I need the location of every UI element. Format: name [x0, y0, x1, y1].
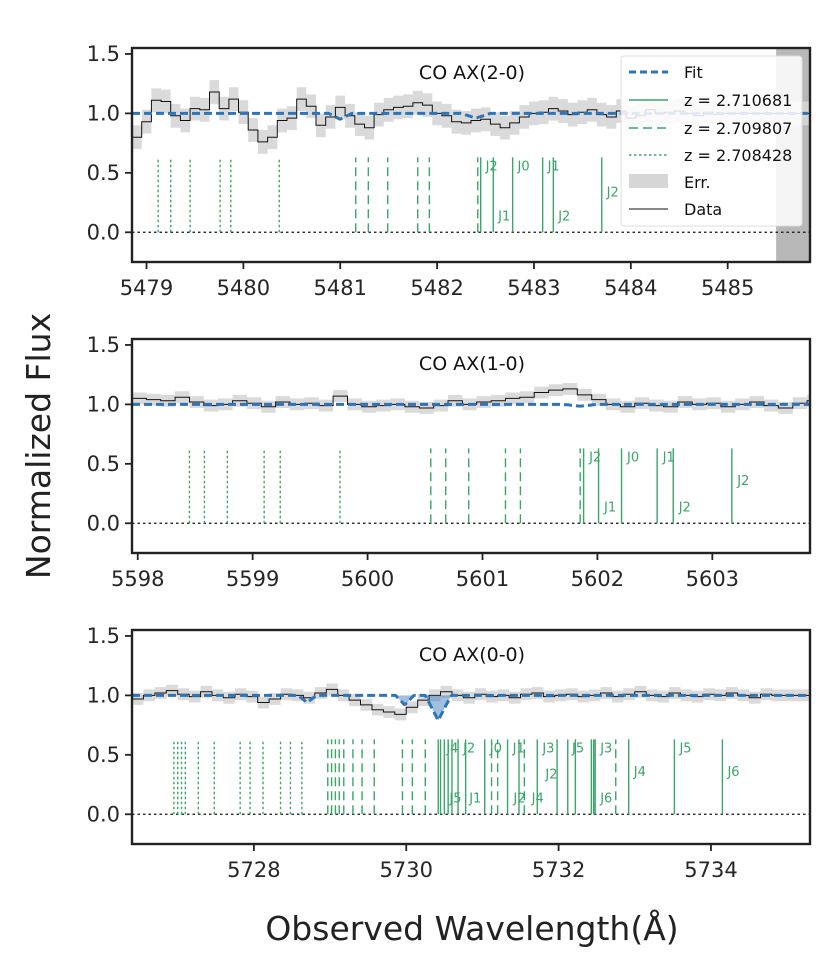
legend-err-swatch: [629, 174, 668, 188]
y-tick-label: 0.0: [87, 511, 120, 535]
transition-label: J0: [626, 450, 639, 465]
y-axis-label: Normalized Flux: [19, 313, 58, 579]
legend-z3-label: z = 2.708428: [684, 146, 792, 165]
panel-frame: [130, 628, 812, 846]
panel-co-ax-2-0: J2 J1 J0 J1 J2 J2 0.0 0.5 1.0 1.5 5479 5480 5481 548…: [87, 42, 812, 300]
x-tick-label: 5482: [410, 276, 463, 300]
x-tick-label: 5480: [217, 276, 270, 300]
transition-label: J6: [726, 765, 739, 780]
y-tick-label: 1.0: [87, 101, 120, 125]
transition-label: J1: [603, 500, 616, 515]
fit-absorption-fill: [398, 695, 471, 721]
y-tick-label: 0.0: [87, 220, 120, 244]
y-tick-label: 1.5: [87, 42, 120, 66]
error-band: [132, 383, 810, 414]
x-tick-label: 5602: [571, 567, 624, 591]
x-tick-label: 5603: [686, 567, 739, 591]
y-tick-label: 0.5: [87, 452, 120, 476]
x-tick-label: 5734: [684, 858, 737, 882]
transition-label: J6: [599, 791, 612, 806]
transition-label: J5: [448, 791, 461, 806]
x-tick-label: 5600: [341, 567, 394, 591]
data-series: [132, 388, 810, 409]
axis-ticks: 0.0 0.5 1.0 1.5 5728 5730 5732 5734: [87, 624, 738, 882]
transition-label: J4: [445, 741, 458, 756]
transition-label: J2: [557, 209, 570, 224]
panel-frame: [130, 46, 812, 264]
transition-label: J2: [736, 474, 749, 489]
y-tick-label: 1.5: [87, 624, 120, 648]
x-tick-label: 5483: [507, 276, 560, 300]
panel-title: CO AX(2-0): [419, 62, 525, 84]
panel-title: CO AX(1-0): [419, 353, 525, 375]
y-tick-label: 1.5: [87, 333, 120, 357]
x-tick-label: 5485: [701, 276, 754, 300]
transition-label: J2: [462, 741, 475, 756]
x-axis-label: Observed Wavelength(Å): [265, 908, 678, 948]
axis-ticks: 0.0 0.5 1.0 1.5 5598 5599 5600 5601 5602 5603: [87, 333, 739, 591]
transition-label: J2: [512, 791, 525, 806]
legend-z1-label: z = 2.710681: [684, 91, 792, 110]
fit-curve: [132, 402, 810, 408]
y-tick-label: 1.0: [87, 392, 120, 416]
panel-title: CO AX(0-0): [419, 644, 525, 666]
x-tick-label: 5601: [456, 567, 509, 591]
transition-label: J4: [633, 765, 646, 780]
x-tick-label: 5481: [314, 276, 367, 300]
transition-label: J2: [544, 768, 557, 783]
transition-label: J0: [517, 159, 530, 174]
panel-frame: [130, 337, 812, 555]
x-tick-label: 5484: [604, 276, 657, 300]
transition-label: J0: [489, 741, 502, 756]
y-tick-label: 0.5: [87, 743, 120, 767]
legend-z2-label: z = 2.709807: [684, 119, 792, 138]
x-tick-label: 5598: [111, 567, 164, 591]
y-tick-label: 1.0: [87, 683, 120, 707]
transition-label: J5: [678, 741, 691, 756]
transition-label: J5: [571, 741, 584, 756]
transition-label: J3: [541, 741, 554, 756]
axis-ticks: 0.0 0.5 1.0 1.5 5479 5480 5481 5482 5483 5484 5485: [87, 42, 755, 300]
y-tick-label: 0.5: [87, 161, 120, 185]
transition-label: J2: [678, 500, 691, 515]
transition-label: J3: [599, 741, 612, 756]
legend-err-label: Err.: [684, 173, 711, 192]
transition-label: J4: [531, 791, 544, 806]
x-tick-label: 5599: [226, 567, 279, 591]
legend-fit-label: Fit: [684, 63, 703, 82]
x-tick-label: 5730: [380, 858, 433, 882]
panel-co-ax-1-0: J2 J1 J0 J1 J2 J2 0.0 0.5 1.0 1.5 5598 5599 5600 560…: [87, 333, 812, 591]
transition-label: J2: [588, 450, 601, 465]
transition-label: J1: [662, 450, 675, 465]
transition-label: J1: [512, 741, 525, 756]
transition-label: J2: [606, 186, 619, 201]
transition-label: J1: [497, 209, 510, 224]
legend-data-label: Data: [684, 200, 722, 219]
x-tick-label: 5479: [120, 276, 173, 300]
transition-label: J2: [485, 159, 498, 174]
transition-label: J1: [468, 791, 481, 806]
error-band: [132, 683, 810, 721]
fit-curve: [132, 693, 810, 724]
x-tick-label: 5732: [532, 858, 585, 882]
plot-area: J2 J1 J0 J1 J2 J2: [132, 383, 810, 524]
x-tick-label: 5728: [227, 858, 280, 882]
transition-label: J1: [547, 159, 560, 174]
legend: Fit z = 2.710681 z = 2.709807 z = 2.7084…: [620, 55, 803, 227]
y-tick-label: 0.0: [87, 802, 120, 826]
